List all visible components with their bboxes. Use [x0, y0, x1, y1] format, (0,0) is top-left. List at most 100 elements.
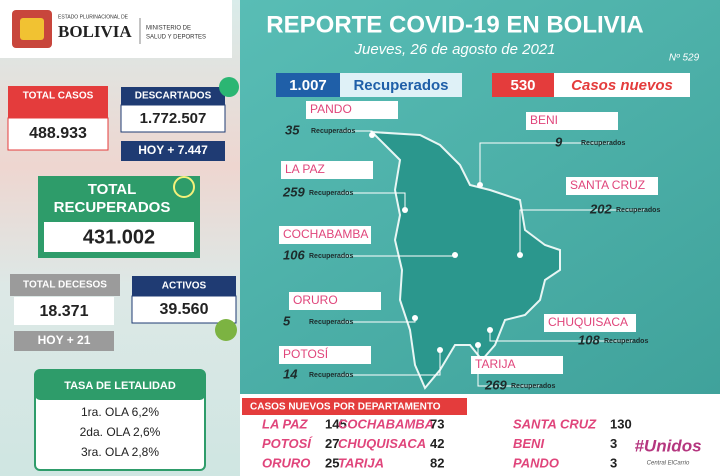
cases-label: TOTAL CASOS [23, 91, 94, 102]
discarded-icon [219, 77, 239, 97]
new-cases-label: Casos nuevos [571, 77, 673, 94]
recovered-value: 431.002 [83, 226, 155, 248]
deaths-today-box [14, 331, 114, 351]
new-cases-cell: 3 [610, 455, 617, 470]
discarded-today: HOY + 7.447 [138, 143, 208, 157]
deaths-label: TOTAL DECESOS [23, 280, 107, 291]
table-header [242, 398, 467, 415]
recovered-label1: TOTAL [88, 181, 137, 198]
recovered-total-box [276, 73, 340, 97]
lethality-header [35, 370, 205, 400]
lethality-row: 2da. OLA 2,6% [80, 425, 161, 439]
dept-name-box [526, 112, 618, 130]
leader-dot [412, 315, 418, 321]
dept-name-cell: PANDO [513, 455, 559, 470]
new-cases-cell: 130 [610, 416, 632, 431]
dept-name: BENI [530, 113, 558, 127]
virus-icon [215, 319, 237, 341]
dept-unit: Recuperados [309, 253, 353, 260]
deaths-value: 18.371 [40, 303, 89, 320]
dept-value: 202 [589, 201, 612, 216]
active-value: 39.560 [160, 301, 209, 318]
emblem-line2: BOLIVIA [58, 22, 132, 41]
leader-dot [517, 252, 523, 258]
leader-line [519, 209, 645, 255]
leader-line [479, 142, 610, 185]
dept-unit: Recuperados [311, 128, 355, 135]
dept-name-box [279, 346, 371, 364]
dept-value: 5 [283, 313, 291, 328]
cases-value: 488.933 [29, 125, 87, 142]
recovered-label: Recuperados [353, 77, 448, 94]
leader-dot [475, 342, 481, 348]
new-cases-total: 530 [510, 77, 535, 94]
dept-name-cell: COCHABAMBA [338, 416, 434, 431]
title: REPORTE COVID-19 EN BOLIVIA [266, 11, 643, 38]
new-cases-label-box [554, 73, 690, 97]
dept-name-box [471, 356, 563, 374]
recovered-label-box [340, 73, 462, 97]
dept-name: CHUQUISACA [548, 315, 628, 329]
dept-name-cell: BENI [513, 436, 544, 451]
dept-name-box [281, 161, 373, 179]
dept-name: PANDO [310, 102, 352, 116]
recovered-value-box [44, 222, 194, 252]
dept-unit: Recuperados [511, 383, 555, 390]
leader-dot [437, 347, 443, 353]
dept-name: POTOSÍ [283, 346, 329, 361]
dept-name-box [279, 226, 371, 244]
departments: PANDO 35 Recuperados BENI 9 Recuperados LA PAZ… [279, 101, 660, 392]
deaths-header [10, 274, 120, 296]
active-header [132, 276, 236, 296]
recovered-icon [173, 176, 195, 198]
leader-line [338, 350, 441, 376]
dept-name-cell: LA PAZ [262, 416, 309, 431]
dept-name-cell: ORURO [262, 455, 310, 470]
dept-name-cell: TARIJA [338, 455, 384, 470]
dept-unit: Recuperados [616, 207, 660, 214]
dept-name-box [289, 292, 381, 310]
new-cases-cell: 145 [325, 416, 347, 431]
recovered-total: 1.007 [289, 77, 327, 94]
report-number: Nº 529 [669, 53, 700, 64]
date: Jueves, 26 de agosto de 2021 [354, 41, 556, 58]
leader-dot [369, 132, 375, 138]
cases-header [8, 86, 108, 118]
dept-value: 106 [283, 247, 305, 262]
dept-name-cell: SANTA CRUZ [513, 416, 597, 431]
dept-name-box [566, 177, 658, 195]
dept-value: 35 [285, 122, 300, 137]
deaths-box [14, 297, 114, 325]
dept-value: 9 [555, 134, 563, 149]
lethality-row: 3ra. OLA 2,8% [81, 445, 159, 459]
dept-unit: Recuperados [309, 372, 353, 379]
leader-dot [487, 327, 493, 333]
new-cases-total-box [492, 73, 554, 97]
dept-unit: Recuperados [581, 140, 625, 147]
discarded-header [121, 87, 225, 105]
discarded-value: 1.772.507 [140, 110, 207, 127]
table-title: CASOS NUEVOS POR DEPARTAMENTO [250, 402, 441, 413]
dept-unit: Recuperados [309, 319, 353, 326]
dept-name: SANTA CRUZ [570, 178, 645, 192]
dept-name-box [544, 314, 636, 332]
new-cases-cell: 27 [325, 436, 339, 451]
recovered-label2: RECUPERADOS [54, 199, 171, 216]
dept-name: COCHABAMBA [283, 227, 368, 241]
bolivia-map [369, 130, 561, 390]
deaths-today: HOY + 21 [38, 333, 91, 347]
dept-name-box [306, 101, 398, 119]
dept-name: TARIJA [475, 357, 515, 371]
dept-name-cell: CHUQUISACA [338, 436, 426, 451]
discarded-label: DESCARTADOS [135, 91, 212, 102]
emblem-line1: ESTADO PLURINACIONAL DE [58, 14, 129, 20]
ministry-line2: SALUD Y DEPORTES [146, 35, 206, 41]
dept-value: 108 [578, 332, 600, 347]
dept-name: LA PAZ [285, 162, 325, 176]
leader-dot [402, 207, 408, 213]
dept-value: 269 [484, 377, 507, 392]
leader-line [489, 330, 633, 342]
leader-dot [452, 252, 458, 258]
cases-box [7, 117, 109, 151]
